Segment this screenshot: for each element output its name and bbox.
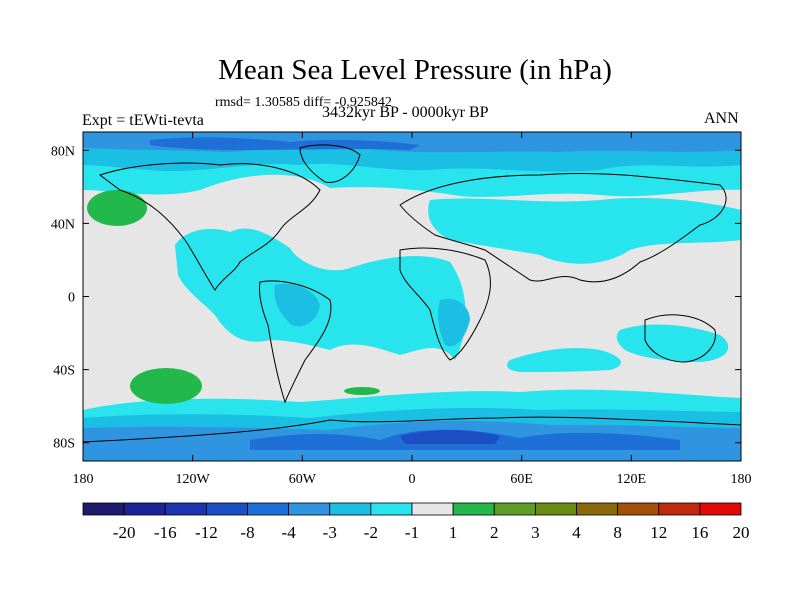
colorbar-swatch — [247, 502, 290, 516]
colorbar-label: -16 — [154, 523, 177, 542]
season-label: ANN — [704, 110, 739, 127]
colorbar-label: -1 — [405, 523, 419, 542]
arctic-anomaly-core — [150, 137, 420, 150]
colorbar-label: -20 — [113, 523, 136, 542]
south-atlantic-positive-anomaly — [344, 387, 380, 395]
greenland-outline — [299, 144, 361, 183]
colorbar-swatch — [658, 502, 701, 516]
colorbar-label: -4 — [282, 523, 297, 542]
x-tick-label: 0 — [409, 472, 416, 487]
x-tick-label: 120W — [176, 472, 211, 487]
colorbar-label: 3 — [531, 523, 540, 542]
x-tick-label: 60E — [510, 472, 533, 487]
period-label: 3432kyr BP - 0000kyr BP — [322, 104, 489, 121]
colorbar-swatch — [123, 502, 166, 516]
y-tick-label: 0 — [68, 291, 75, 306]
colorbar-swatch — [205, 502, 248, 516]
x-tick-label: 60W — [289, 472, 317, 487]
asia-anomaly — [428, 198, 741, 264]
africa-outline — [399, 247, 491, 361]
page-title: Mean Sea Level Pressure (in hPa) — [218, 54, 612, 86]
x-tick-label: 180 — [73, 472, 94, 487]
x-tick-label: 180 — [731, 472, 752, 487]
colorbar-label: -2 — [364, 523, 378, 542]
x-axis: 180 120W 60W 0 60E 120E 180 — [73, 132, 752, 487]
colorbar-swatch — [82, 502, 125, 516]
y-axis: 80N 40N 0 40S 80S — [51, 144, 741, 452]
y-tick-label: 40N — [51, 217, 75, 232]
y-tick-label: 80N — [51, 144, 75, 159]
colorbar-label: 2 — [490, 523, 499, 542]
antarctic-anomaly-2 — [400, 430, 500, 444]
colorbar-swatch — [493, 502, 536, 516]
stats-subtitle: rmsd= 1.30585 diff= -0.925842 — [215, 95, 392, 110]
colorbar-swatch — [452, 502, 495, 516]
africa-anomaly — [437, 298, 470, 347]
y-tick-label: 80S — [53, 437, 75, 452]
experiment-label: Expt = tEWti-tevta — [82, 112, 204, 129]
colorbar-swatch — [617, 502, 660, 516]
north-pacific-positive-anomaly — [87, 190, 147, 226]
colorbar: -20 -16 -12 -8 -4 -3 -2 -1 1 2 3 4 8 12 16 20 — [82, 502, 750, 542]
x-tick-label: 120E — [617, 472, 647, 487]
australia-outline — [644, 314, 716, 363]
colorbar-label: 1 — [449, 523, 458, 542]
antarctica-outline — [83, 416, 741, 443]
colorbar-swatch — [576, 502, 619, 516]
colorbar-swatch — [164, 502, 207, 516]
colorbar-swatch — [534, 502, 577, 516]
colorbar-swatch — [329, 502, 372, 516]
y-tick-label: 40S — [53, 364, 75, 379]
colorbar-label: 20 — [733, 523, 750, 542]
eurasia-outline — [399, 172, 727, 283]
colorbar-label: 4 — [572, 523, 581, 542]
colorbar-swatch — [699, 502, 742, 516]
south-america-anomaly — [274, 283, 320, 327]
south-pacific-positive-anomaly — [130, 368, 202, 404]
colorbar-label: 16 — [691, 523, 708, 542]
colorbar-label: -3 — [323, 523, 337, 542]
colorbar-label: 8 — [613, 523, 622, 542]
colorbar-swatch — [411, 502, 454, 516]
colorbar-label: -8 — [240, 523, 254, 542]
colorbar-swatch — [370, 502, 413, 516]
colorbar-label: 12 — [650, 523, 667, 542]
colorbar-swatch — [288, 502, 331, 516]
colorbar-label: -12 — [195, 523, 218, 542]
south-america-outline — [259, 280, 332, 404]
coastlines — [83, 144, 741, 443]
indian-ocean-anomaly — [507, 348, 621, 372]
pressure-field — [83, 132, 741, 461]
north-america-outline — [98, 162, 321, 291]
